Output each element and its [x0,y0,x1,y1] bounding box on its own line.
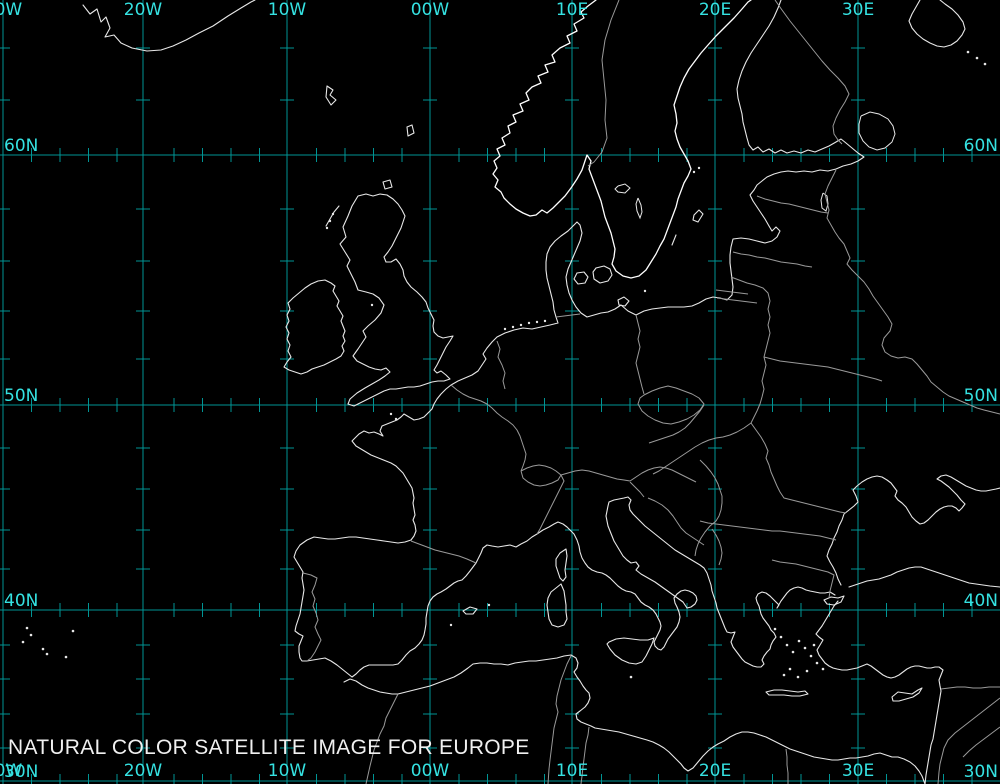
border-germany-denmark [555,313,581,318]
border-tunisia-libya [580,726,590,784]
meridian-label-top-00W: 00W [410,0,450,20]
meridian-label-top-20E: 20E [698,0,732,20]
coast-cyprus [891,687,923,702]
meridian-label-bottom-30E: 30E [841,761,875,781]
meridian-label-top-10W: 10W [267,0,307,20]
border-bulgaria-greece-turkey [771,559,835,599]
parallel-label-left-40N: 40N [4,591,39,611]
border-france-italy [536,474,565,535]
coast-sardinia [546,583,568,628]
meridian-label-bottom-30W: 30W [0,761,23,781]
border-norway-sweden [587,0,620,167]
border-slovenia-croatia [629,481,645,498]
coast-ruegen [617,296,630,307]
border-algeria-tunisia [547,655,572,784]
lakes [614,111,896,220]
border-turkey-syria [940,686,1000,690]
coast-crete [765,689,809,697]
coast-faroe [325,85,337,106]
border-romania-moldova [750,422,847,514]
coast-mainland-europe [293,0,865,678]
caption-block: NATURAL COLOR SATELLITE IMAGE FOR EUROPE… [8,693,530,784]
parallel-label-right-30N: 30N [963,762,998,782]
coast-north-africa [343,654,926,784]
meridian-label-top-20W: 20W [123,0,163,20]
border-kaliningrad-north [715,289,749,295]
meridian-label-top-30E: 30E [841,0,875,20]
parallel-label-left-30N: 30N [4,762,39,782]
border-morocco-algeria [365,693,399,784]
border-ukraine-belarus [763,356,883,382]
border-austria-hungary [629,466,697,483]
coast-turkey-levant [815,600,944,784]
border-poland-germany [635,314,645,395]
border-finland-russia [774,0,850,145]
border-baltics-russia [824,169,1000,415]
caption-title: NATURAL COLOR SATELLITE IMAGE FOR EUROPE [8,736,530,759]
meridian-label-bottom-20E: 20E [698,761,732,781]
border-portugal-spain [302,572,322,662]
meridian-label-top-10E: 10E [555,0,589,20]
coast-orkney [382,179,393,190]
small-islands [21,50,987,679]
lake-ladoga [858,111,896,151]
parallel-label-right-40N: 40N [963,591,998,611]
parallel-label-right-60N: 60N [963,136,998,156]
border-kaliningrad-south [716,297,758,304]
coast-oland [671,234,677,246]
border-czechia [637,385,705,425]
coast-britain [339,193,454,407]
coast-mallorca [462,606,478,615]
border-macedonia [711,528,723,566]
meridian-label-top-30W: 30W [0,0,23,20]
coast-white-sea [908,0,966,48]
parallel-label-right-50N: 50N [963,386,998,406]
parallel-label-left-50N: 50N [4,386,39,406]
border-poland-east [730,276,771,424]
coast-black-sea-north [826,474,1000,586]
border-syria-jordan [937,697,1000,784]
coast-zealand [592,265,613,284]
border-jordan-saudi [962,726,1000,758]
coast-marmara [823,595,845,606]
coast-corsica [555,548,568,582]
lake-vanern [614,183,631,194]
border-france-belgium-germany [450,384,527,472]
border-bosnia [647,497,705,546]
border-libya-egypt [785,748,789,784]
border-carpathia [652,422,752,475]
border-latvia-lithuania [732,251,813,268]
border-serbia [694,459,723,557]
coast-hebrides [325,205,340,227]
coast-norway-sweden [492,0,752,279]
meridian-label-bottom-20W: 20W [123,761,163,781]
border-estonia-latvia [756,195,829,214]
coast-gotland [692,209,704,223]
border-pyrenees [410,540,477,564]
border-germany-netherlands [496,340,506,390]
border-slovakia-hungary [648,404,705,444]
coast-sicily [606,637,655,665]
lake-peipus [820,192,829,212]
coast-fyn [573,271,589,285]
border-switzerland [520,464,562,487]
coast-ireland [283,279,346,375]
meridian-label-bottom-10E: 10E [555,761,589,781]
lake-vattern [635,197,643,220]
meridian-label-bottom-10W: 10W [267,761,307,781]
coastlines [82,0,1000,784]
meridian-label-bottom-00W: 00W [410,761,450,781]
border-romania-bulgaria [699,520,837,541]
coast-shetland [406,124,415,137]
parallel-label-left-60N: 60N [4,136,39,156]
coast-iceland [82,0,256,52]
country-borders [302,0,1000,784]
border-austria-alps [560,469,631,482]
coast-turkey-north [848,566,1000,588]
